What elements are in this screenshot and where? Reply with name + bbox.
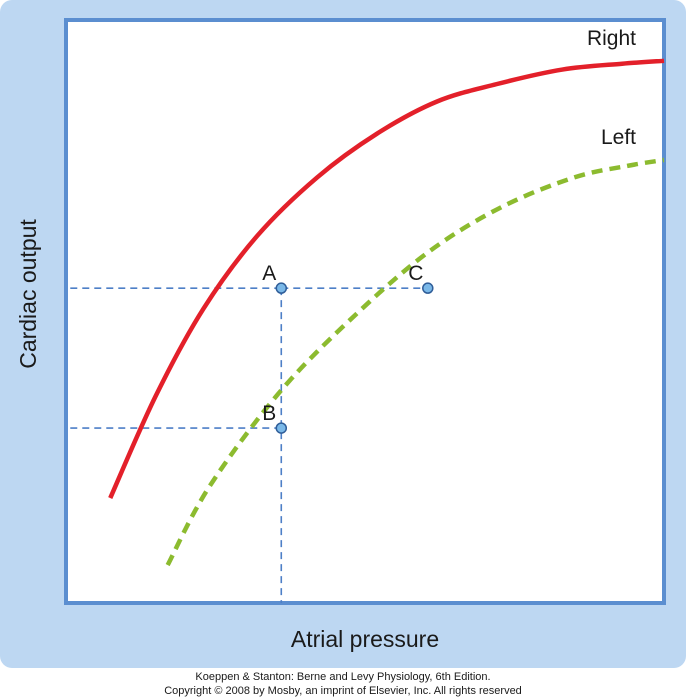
- series-left-line: [165, 157, 665, 567]
- x-axis-label: Atrial pressure: [290, 626, 440, 652]
- footer-line-2: Copyright © 2008 by Mosby, an imprint of…: [164, 685, 522, 697]
- series-right-line: [108, 58, 665, 499]
- point-b-label: B: [262, 402, 276, 425]
- point-a-marker: [275, 282, 288, 294]
- point-c-marker: [422, 282, 434, 294]
- point-a-label: A: [262, 262, 276, 285]
- series-left-label: Left: [601, 126, 636, 149]
- point-b-marker: [275, 422, 288, 434]
- y-axis-label: Cardiac output: [15, 219, 41, 369]
- chart-svg: Right Left A B C: [64, 18, 666, 605]
- footer-line-1: Koeppen & Stanton: Berne and Levy Physio…: [195, 671, 491, 683]
- copyright-footer: Koeppen & Stanton: Berne and Levy Physio…: [0, 670, 686, 698]
- series-right-label: Right: [587, 27, 636, 50]
- plot-area: [64, 18, 666, 605]
- point-c-label: C: [408, 262, 423, 285]
